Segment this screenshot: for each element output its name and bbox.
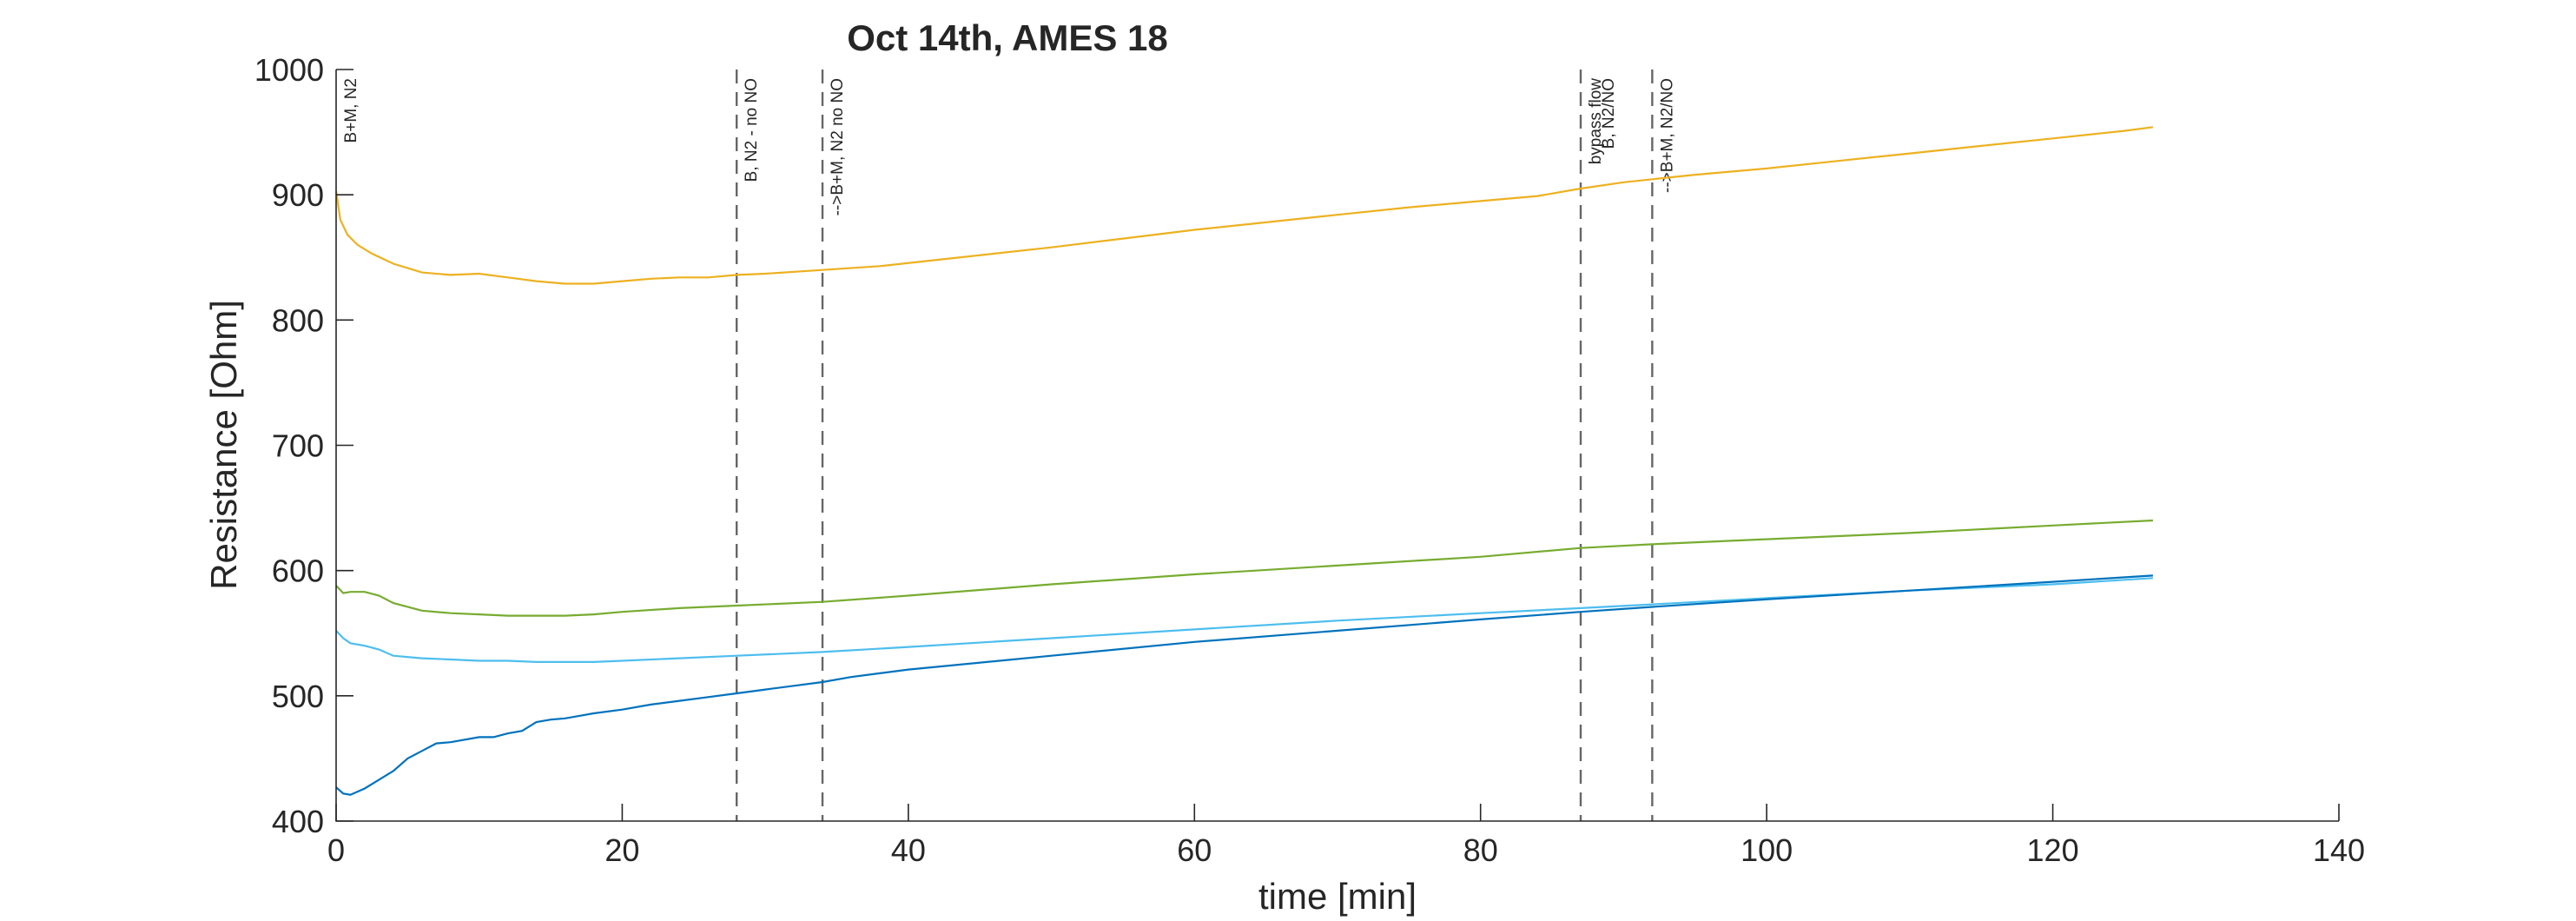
event-annotation: -->B+M, N2 no NO xyxy=(829,78,847,215)
series-layer xyxy=(334,126,2154,796)
y-tick-label: 600 xyxy=(272,553,324,589)
x-tick-label: 80 xyxy=(1463,832,1498,868)
event-annotation: bypass flow xyxy=(1587,78,1605,165)
y-tick-label: 800 xyxy=(272,302,324,338)
chart-title: Oct 14th, AMES 18 xyxy=(847,17,1168,58)
annotation-layer: B+M, N2 B, N2 - no NO -->B+M, N2 no NO bypa… xyxy=(342,70,1676,821)
y-tick-label: 1000 xyxy=(254,52,324,88)
y-tick-label: 400 xyxy=(272,804,324,839)
x-tick-label: 0 xyxy=(327,832,345,868)
x-tick-label: 40 xyxy=(891,832,926,868)
series-line-3 xyxy=(335,577,2153,664)
x-tick-label: 120 xyxy=(2027,832,2079,868)
event-annotation: B, N2/NO xyxy=(1600,78,1618,149)
y-tick-label: 700 xyxy=(272,428,324,464)
x-tick-label: 60 xyxy=(1177,832,1212,868)
series-line-1 xyxy=(334,126,2154,285)
x-tick-label: 140 xyxy=(2313,832,2365,868)
series-line-4 xyxy=(335,574,2153,796)
event-annotation: -->B+M, N2/NO xyxy=(1658,78,1676,193)
axis-box xyxy=(335,70,2339,822)
y-tick-label: 500 xyxy=(272,679,324,714)
y-axis-ticks: 400 500 600 700 800 900 1000 xyxy=(254,52,353,839)
event-annotation: B+M, N2 xyxy=(342,78,360,142)
x-axis-ticks: 0 20 40 60 80 100 120 140 xyxy=(327,804,2365,868)
series-line-2 xyxy=(335,519,2153,617)
axes xyxy=(335,70,2339,822)
event-annotation: B, N2 - no NO xyxy=(743,78,761,182)
x-axis-label: time [min] xyxy=(1258,876,1417,917)
x-tick-label: 20 xyxy=(604,832,639,868)
x-tick-label: 100 xyxy=(1740,832,1793,868)
y-axis-label: Resistance [Ohm] xyxy=(203,300,244,590)
y-tick-label: 900 xyxy=(272,177,324,213)
